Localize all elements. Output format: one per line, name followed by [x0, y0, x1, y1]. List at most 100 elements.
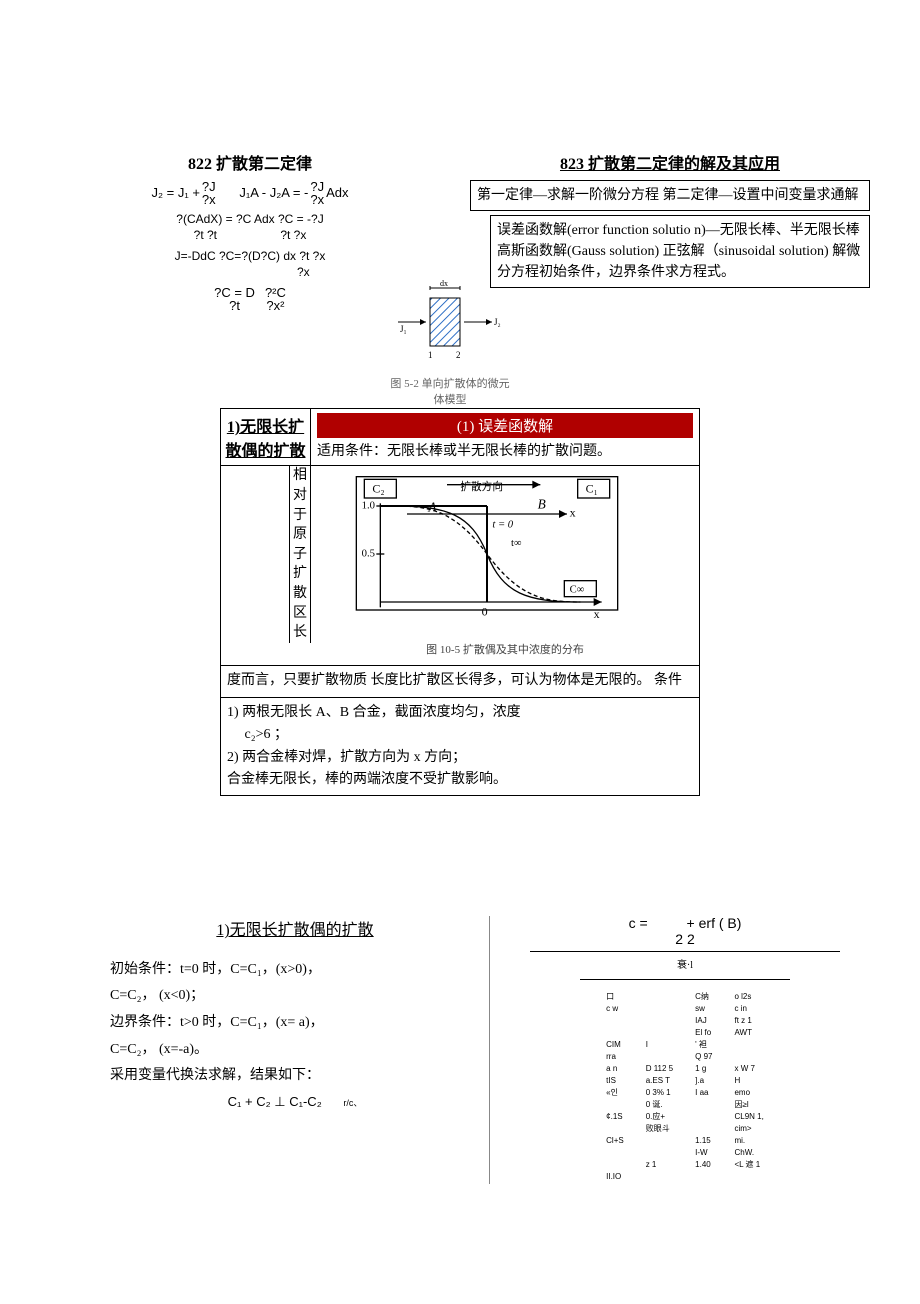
eq-frac-bot: ?x² — [266, 299, 284, 312]
table-row: 口C纳o l2s — [596, 992, 774, 1002]
mid-list-2: 2) 两合金棒对焊，扩散方向为 x 方向； — [227, 747, 693, 769]
bl-line: 采用变量代换法求解，结果如下： — [110, 1063, 480, 1090]
mid-body: 度而言，只要扩散物质 长度比扩散区长得多，可认为物体是无限的。 条件 — [221, 665, 699, 696]
table-cell: 口 — [596, 992, 634, 1002]
table-cell: tIS — [596, 1076, 634, 1086]
table-cell — [636, 1136, 683, 1146]
table-row: 0 诞. 因≥l — [596, 1100, 774, 1110]
mid-vert-char: 区 — [290, 604, 310, 624]
n2-label: 2 — [456, 350, 461, 360]
eq-frac: ?J ?x — [310, 180, 324, 206]
br-eq: c = + erf ( B) 2 2 — [500, 916, 870, 947]
table-cell: ft z 1 — [724, 1016, 773, 1026]
zero-label: 0 — [482, 605, 488, 619]
table-cell: «인 — [596, 1088, 634, 1098]
table-row: c wswc in — [596, 1004, 774, 1014]
B-label: B — [538, 497, 546, 512]
table-cell — [596, 1028, 634, 1038]
table-cell: AWT — [724, 1028, 773, 1038]
eq-line: ?t ?t ?t ?x — [50, 228, 450, 244]
bl-eq-main: C₁ + C₂ ⊥ C₁-C₂ — [228, 1094, 322, 1109]
table-cell — [685, 1172, 722, 1182]
eq-text: J₂ = J₁ + — [151, 185, 199, 202]
bl-line: C=C₂， (x<0)； — [110, 983, 480, 1010]
j2-label: J₂ — [494, 317, 501, 327]
mid-vert-col: 相对于原子扩散区长 — [289, 466, 311, 642]
dir-label: 扩散方向 — [460, 480, 503, 493]
mid-header-row: 1)无限长扩散偶的扩散 (1) 误差函数解 适用条件：无限长棒或半无限长棒的扩散… — [221, 409, 699, 466]
table-cell: x W 7 — [724, 1064, 773, 1074]
eq-text: Adx — [326, 185, 348, 202]
y05-label: 0.5 — [362, 549, 375, 560]
cinf-label: C∞ — [570, 585, 585, 596]
table-cell — [685, 1100, 722, 1110]
table-cell: H — [724, 1076, 773, 1086]
table-cell: c in — [724, 1004, 773, 1014]
x-label: x — [570, 506, 576, 520]
eq-text: ?t — [229, 299, 240, 312]
mid-vert-char: 相 — [290, 466, 310, 486]
bottom-row: 1)无限长扩散偶的扩散 初始条件：t=0 时，C=C₁，(x>0)， C=C₂，… — [50, 916, 870, 1184]
table-cell: I aa — [685, 1088, 722, 1098]
j1-label: J₁ — [400, 324, 407, 334]
mid-diagram-wrap: C₂ 扩散方向 C₁ A x B t = 0 — [311, 466, 699, 665]
element-diagram-svg: dx J₁ J₂ 1 2 — [390, 280, 510, 370]
table-cell — [596, 1100, 634, 1110]
table-row: tISa.ES T].aH — [596, 1076, 774, 1086]
mid-vert-char: 散 — [290, 584, 310, 604]
table-cell: I — [636, 1040, 683, 1050]
table-row: Cl+S1.15mi. — [596, 1136, 774, 1146]
table-cell — [724, 1040, 773, 1050]
mid-left-title: 1)无限长扩散偶的扩散 — [221, 409, 311, 466]
table-cell: 1.40 — [685, 1160, 722, 1170]
mid-diagram-svg: C₂ 扩散方向 C₁ A x B t = 0 — [337, 474, 637, 634]
table-row: IAJft z 1 — [596, 1016, 774, 1026]
table-cell: Q 97 — [685, 1052, 722, 1062]
mid-vert-char: 于 — [290, 506, 310, 526]
table-cell — [636, 1004, 683, 1014]
table-cell: II.IO — [596, 1172, 634, 1182]
table-cell — [685, 1112, 722, 1122]
table-cell — [724, 1172, 773, 1182]
eq-frac: ?J ?x — [202, 180, 216, 206]
mid-vert-char: 子 — [290, 545, 310, 565]
mid-list: 1) 两根无限长 A、B 合金，截面浓度均匀，浓度 c₂>6 ； 2) 两合金棒… — [221, 697, 699, 796]
mid-diagram-caption: 图 10-5 扩散偶及其中浓度的分布 — [337, 641, 673, 657]
table-cell: 因≥l — [724, 1100, 773, 1110]
mid-red-title: (1) 误差函数解 — [317, 413, 693, 438]
box-823-2: 误差函数解(error function solutio n)—无限长棒、半无限… — [490, 215, 870, 288]
table-cell — [724, 1052, 773, 1062]
bl-line: C=C₂， (x=-a)。 — [110, 1037, 480, 1064]
c1-label: C₁ — [586, 482, 598, 496]
table-cell: 0.应+ — [636, 1112, 683, 1122]
element-diagram: dx J₁ J₂ 1 2 图 5-2 单向扩散体的微元体模型 — [390, 280, 510, 407]
table-cell: 1 g — [685, 1064, 722, 1074]
table-cell — [636, 1052, 683, 1062]
mid-vert-char: 扩 — [290, 564, 310, 584]
vertical-divider — [489, 916, 490, 1184]
mid-block: 1)无限长扩散偶的扩散 (1) 误差函数解 适用条件：无限长棒或半无限长棒的扩散… — [220, 408, 700, 796]
table-cell: cim> — [724, 1124, 773, 1134]
hline — [580, 979, 790, 980]
table-cell: 败眼斗 — [636, 1124, 683, 1134]
table-cell: o l2s — [724, 992, 773, 1002]
table-cell: 0 诞. — [636, 1100, 683, 1110]
br-eq-top: c = + erf ( B) — [500, 916, 870, 931]
table-cell: IAJ — [685, 1016, 722, 1026]
table-cell: rra — [596, 1052, 634, 1062]
bl-line: 初始条件：t=0 时，C=C₁，(x>0)， — [110, 957, 480, 984]
bl-line: 边界条件：t>0 时，C=C₁，(x= a)， — [110, 1010, 480, 1037]
mid-vert-char: 原 — [290, 525, 310, 545]
eq-line: J=-DdC ?C=?(D?C) dx ?t ?x — [50, 249, 450, 265]
table-row: a nD 112 51 gx W 7 — [596, 1064, 774, 1074]
eq-text: J₁A - J₂A = - — [218, 185, 309, 202]
eq-frac-bot: ?x — [202, 193, 216, 206]
table-row: rra Q 97 — [596, 1052, 774, 1062]
table-cell — [636, 1148, 683, 1158]
mid-vert-char: 长 — [290, 623, 310, 643]
y1-label: 1.0 — [362, 501, 375, 512]
table-cell: sw — [685, 1004, 722, 1014]
mid-cond-row: 相对于原子扩散区长 C₂ 扩散方向 C₁ — [221, 466, 699, 665]
table-cell: CL9N 1, — [724, 1112, 773, 1122]
bottom-left: 1)无限长扩散偶的扩散 初始条件：t=0 时，C=C₁，(x>0)， C=C₂，… — [50, 916, 480, 1184]
